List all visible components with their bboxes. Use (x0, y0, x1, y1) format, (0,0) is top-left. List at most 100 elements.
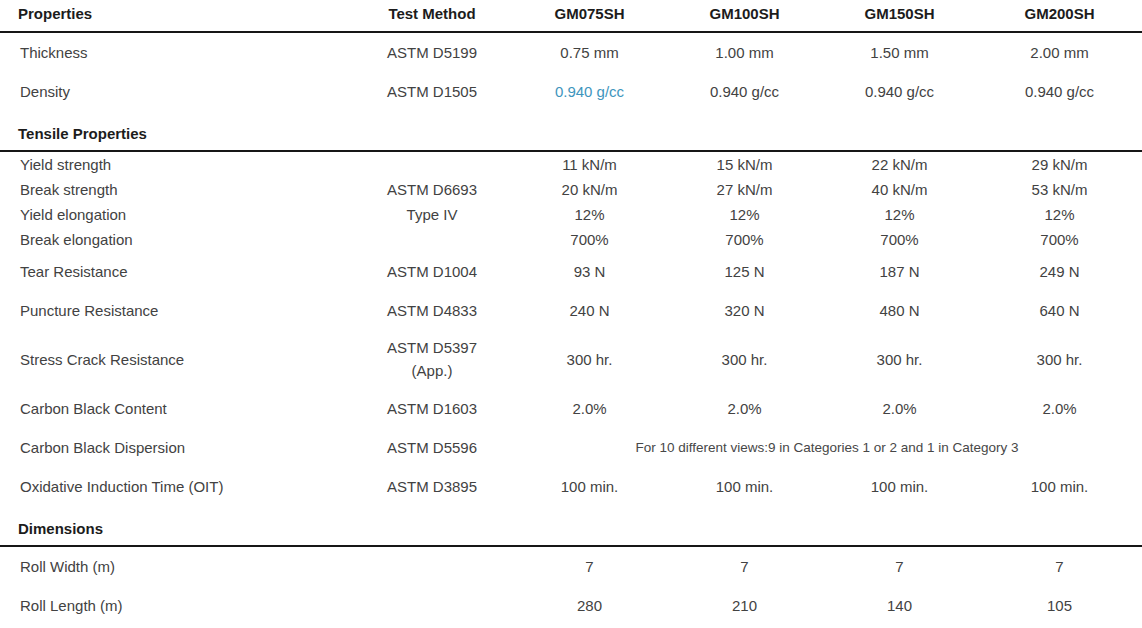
section-header-tensile-properties: Tensile Properties (0, 111, 1142, 151)
value-cell: 640 N (977, 291, 1142, 330)
test-method-value (352, 546, 512, 586)
value-cell: 300 hr. (512, 330, 667, 389)
value-cell: 0.940 g/cc (667, 72, 822, 111)
value-cell: 100 min. (667, 467, 822, 506)
value-cell: 12% (822, 202, 977, 227)
section-title: Tensile Properties (0, 111, 1142, 151)
property-label: Thickness (0, 32, 352, 72)
property-label: Yield strength (0, 151, 352, 177)
property-label: Oxidative Induction Time (OIT) (0, 467, 352, 506)
section-header-dimensions: Dimensions (0, 506, 1142, 546)
value-cell: 12% (512, 202, 667, 227)
column-header-test-method: Test Method (352, 0, 512, 32)
value-cell: 240 N (512, 291, 667, 330)
value-cell: 100 min. (822, 467, 977, 506)
value-cell: 22 kN/m (822, 151, 977, 177)
test-method-value: ASTM D1004 (352, 252, 512, 291)
column-header-gm100sh: GM100SH (667, 0, 822, 32)
table-row-carbon-black-content: Carbon Black Content ASTM D1603 2.0% 2.0… (0, 389, 1142, 428)
table-row-break-strength: Break strength ASTM D6693 20 kN/m 27 kN/… (0, 177, 1142, 202)
value-cell: 2.0% (512, 389, 667, 428)
header-row: Properties Test Method GM075SH GM100SH G… (0, 0, 1142, 32)
value-cell: 700% (667, 227, 822, 252)
test-method-value: ASTM D4833 (352, 291, 512, 330)
property-label: Break strength (0, 177, 352, 202)
value-cell: 105 (977, 586, 1142, 625)
table-row-roll-length: Roll Length (m) 280 210 140 105 (0, 586, 1142, 625)
value-cell: 93 N (512, 252, 667, 291)
value-cell: 320 N (667, 291, 822, 330)
spec-sheet-page: Properties Test Method GM075SH GM100SH G… (0, 0, 1142, 628)
property-label: Carbon Black Dispersion (0, 428, 352, 467)
value-cell: 11 kN/m (512, 151, 667, 177)
property-label: Stress Crack Resistance (0, 330, 352, 389)
dispersion-note: For 10 different views:9 in Categories 1… (512, 428, 1142, 467)
property-label: Carbon Black Content (0, 389, 352, 428)
test-method-value (352, 586, 512, 625)
table-row-stress-crack-resistance: Stress Crack Resistance ASTM D5397 (App.… (0, 330, 1142, 389)
column-header-gm200sh: GM200SH (977, 0, 1142, 32)
value-cell: 300 hr. (977, 330, 1142, 389)
value-cell: 7 (667, 546, 822, 586)
table-row-yield-elongation: Yield elongation Type IV 12% 12% 12% 12% (0, 202, 1142, 227)
table-row-roll-width: Roll Width (m) 7 7 7 7 (0, 546, 1142, 586)
value-cell: 40 kN/m (822, 177, 977, 202)
value-cell: 1.50 mm (822, 32, 977, 72)
value-cell: 210 (667, 586, 822, 625)
value-cell: 249 N (977, 252, 1142, 291)
value-cell: 12% (977, 202, 1142, 227)
value-cell: 300 hr. (667, 330, 822, 389)
density-value-link[interactable]: 0.940 g/cc (555, 83, 624, 100)
test-method-value: ASTM D5397 (App.) (352, 330, 512, 389)
test-method-value (352, 151, 512, 177)
test-method-line2: (App.) (353, 359, 511, 382)
table-row-oxidative-induction-time: Oxidative Induction Time (OIT) ASTM D389… (0, 467, 1142, 506)
value-cell: 480 N (822, 291, 977, 330)
table-row-tear-resistance: Tear Resistance ASTM D1004 93 N 125 N 18… (0, 252, 1142, 291)
test-method-value (352, 227, 512, 252)
value-cell: 700% (822, 227, 977, 252)
value-cell: 2.0% (977, 389, 1142, 428)
property-label: Density (0, 72, 352, 111)
table-body: Thickness ASTM D5199 0.75 mm 1.00 mm 1.5… (0, 32, 1142, 625)
table-header: Properties Test Method GM075SH GM100SH G… (0, 0, 1142, 32)
table-row-puncture-resistance: Puncture Resistance ASTM D4833 240 N 320… (0, 291, 1142, 330)
test-method-value: Type IV (352, 202, 512, 227)
test-method-value: ASTM D1505 (352, 72, 512, 111)
value-cell: 27 kN/m (667, 177, 822, 202)
value-cell: 0.940 g/cc (822, 72, 977, 111)
value-cell: 300 hr. (822, 330, 977, 389)
value-cell: 7 (977, 546, 1142, 586)
value-cell: 53 kN/m (977, 177, 1142, 202)
section-title: Dimensions (0, 506, 1142, 546)
value-cell: 700% (512, 227, 667, 252)
value-cell: 20 kN/m (512, 177, 667, 202)
property-label: Break elongation (0, 227, 352, 252)
value-cell: 7 (822, 546, 977, 586)
value-cell: 0.940 g/cc (512, 72, 667, 111)
value-cell: 7 (512, 546, 667, 586)
column-header-gm150sh: GM150SH (822, 0, 977, 32)
value-cell: 125 N (667, 252, 822, 291)
property-label: Tear Resistance (0, 252, 352, 291)
value-cell: 2.0% (822, 389, 977, 428)
spec-table: Properties Test Method GM075SH GM100SH G… (0, 0, 1142, 625)
table-row-density: Density ASTM D1505 0.940 g/cc 0.940 g/cc… (0, 72, 1142, 111)
property-label: Roll Width (m) (0, 546, 352, 586)
property-label: Puncture Resistance (0, 291, 352, 330)
test-method-value: ASTM D5596 (352, 428, 512, 467)
test-method-value: ASTM D1603 (352, 389, 512, 428)
value-cell: 29 kN/m (977, 151, 1142, 177)
value-cell: 2.00 mm (977, 32, 1142, 72)
value-cell: 140 (822, 586, 977, 625)
table-row-thickness: Thickness ASTM D5199 0.75 mm 1.00 mm 1.5… (0, 32, 1142, 72)
value-cell: 12% (667, 202, 822, 227)
property-label: Roll Length (m) (0, 586, 352, 625)
value-cell: 15 kN/m (667, 151, 822, 177)
value-cell: 0.940 g/cc (977, 72, 1142, 111)
property-label: Yield elongation (0, 202, 352, 227)
value-cell: 700% (977, 227, 1142, 252)
value-cell: 280 (512, 586, 667, 625)
value-cell: 0.75 mm (512, 32, 667, 72)
table-row-carbon-black-dispersion: Carbon Black Dispersion ASTM D5596 For 1… (0, 428, 1142, 467)
